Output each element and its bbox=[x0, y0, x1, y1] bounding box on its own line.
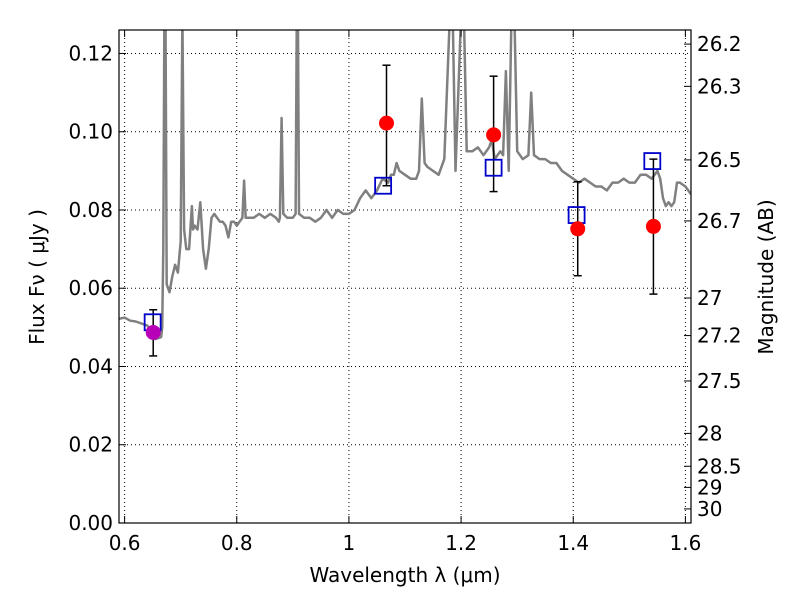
x-tick-label: 0.6 bbox=[109, 531, 141, 555]
observed-point bbox=[145, 324, 161, 340]
right-tick-label: 28.5 bbox=[697, 454, 742, 478]
right-tick-label: 28 bbox=[697, 421, 722, 445]
x-tick-label: 1.4 bbox=[557, 531, 589, 555]
right-tick-label: 26.3 bbox=[697, 74, 742, 98]
y-axis-label: Flux Fν ( μJy ) bbox=[25, 209, 49, 345]
y-tick-label: 0.08 bbox=[68, 198, 113, 222]
plot-frame bbox=[118, 29, 692, 524]
y-tick-label: 0.06 bbox=[68, 276, 113, 300]
right-tick-label: 26.5 bbox=[697, 148, 742, 172]
model-box-point bbox=[374, 176, 393, 195]
x-axis-label: Wavelength λ (μm) bbox=[309, 563, 500, 587]
observed-point bbox=[570, 221, 586, 237]
grid bbox=[119, 30, 691, 524]
right-tick-label: 29 bbox=[697, 475, 722, 499]
right-axis-label: Magnitude (AB) bbox=[754, 199, 778, 354]
spectrum-line bbox=[119, 30, 691, 341]
observed-point bbox=[645, 218, 661, 234]
y-tick-label: 0.12 bbox=[68, 41, 113, 65]
y-tick-label: 0.04 bbox=[68, 354, 113, 378]
observed-point bbox=[378, 115, 394, 131]
x-tick-label: 0.8 bbox=[221, 531, 253, 555]
model-box-point bbox=[643, 152, 662, 170]
right-tick-label: 26.7 bbox=[697, 209, 742, 233]
observed-point bbox=[486, 127, 502, 143]
x-tick-label: 1.2 bbox=[445, 531, 477, 555]
model-box-point bbox=[567, 206, 586, 224]
y-tick-label: 0.00 bbox=[68, 511, 113, 535]
right-tick-label: 27.2 bbox=[697, 324, 742, 348]
right-tick-label: 27 bbox=[697, 286, 722, 310]
y-tick-label: 0.10 bbox=[68, 120, 113, 144]
model-box-point bbox=[484, 158, 503, 177]
x-tick-label: 1.6 bbox=[669, 531, 701, 555]
right-tick-label: 26.2 bbox=[697, 32, 742, 56]
right-tick-label: 27.5 bbox=[697, 369, 742, 393]
x-tick-label: 1 bbox=[343, 531, 356, 555]
right-tick-label: 30 bbox=[697, 497, 722, 521]
plot-area bbox=[119, 30, 691, 357]
y-tick-label: 0.02 bbox=[68, 433, 113, 457]
ticks: 0.6 0.8 1 1.2 1.4 1.6 0.00 0.02 0.04 0.06 0.08 0.10… bbox=[68, 30, 742, 555]
